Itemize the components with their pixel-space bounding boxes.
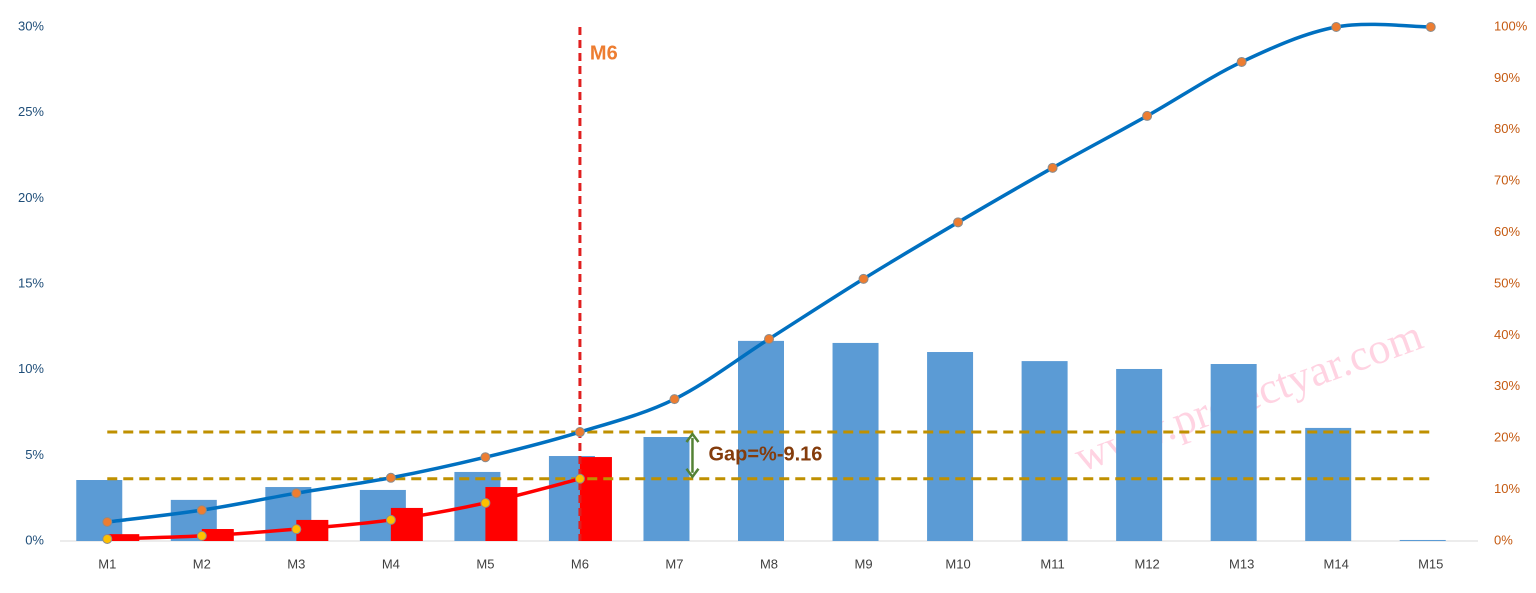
y-tick-label: 25% [18, 104, 44, 119]
x-tick-label: M13 [1229, 556, 1254, 571]
marker [291, 524, 302, 535]
annotation: M6 [590, 42, 618, 64]
y2-tick-label: 60% [1494, 224, 1520, 239]
y-tick-label: 10% [18, 361, 44, 376]
bar [1210, 364, 1257, 541]
y2-tick-label: 70% [1494, 173, 1520, 188]
marker [574, 473, 585, 484]
x-tick-label: M1 [98, 556, 116, 571]
y2-tick-label: 30% [1494, 378, 1520, 393]
x-tick-label: M12 [1134, 556, 1159, 571]
line [107, 477, 581, 541]
marker [1142, 110, 1153, 121]
x-tick-label: M14 [1324, 556, 1349, 571]
marker [1331, 22, 1342, 32]
marker [669, 394, 680, 405]
marker [102, 516, 113, 527]
gap-arrow-head [685, 431, 700, 443]
y2-tick-label: 90% [1494, 70, 1520, 85]
marker [480, 452, 491, 463]
x-tick-label: M3 [287, 556, 305, 571]
x-tick-label: M4 [382, 556, 400, 571]
bar [579, 457, 612, 541]
bar [296, 519, 329, 541]
y2-tick-label: 40% [1494, 327, 1520, 342]
bar [832, 342, 879, 541]
x-tick-label: M15 [1418, 556, 1443, 571]
x-tick-label: M6 [571, 556, 589, 571]
marker [385, 514, 396, 525]
marker [196, 530, 207, 541]
y-tick-label: 15% [18, 275, 44, 290]
bar [1021, 361, 1068, 541]
bar [390, 507, 423, 541]
marker [953, 217, 964, 228]
marker [858, 273, 869, 284]
gap-arrow-head [685, 468, 700, 479]
y2-tick-label: 100% [1494, 18, 1528, 33]
marker [291, 488, 302, 499]
x-tick-label: M11 [1040, 556, 1064, 571]
y2-tick-label: 10% [1494, 481, 1520, 496]
marker [1236, 56, 1247, 67]
line [107, 22, 1431, 524]
y-tick-label: 30% [18, 18, 44, 33]
x-tick-label: M9 [855, 556, 873, 571]
annotation: Gap=%-9.16 [708, 444, 822, 466]
x-tick-label: M8 [760, 556, 778, 571]
bar [738, 340, 784, 541]
bar [76, 480, 123, 541]
marker [480, 497, 491, 508]
x-tick-label: M5 [476, 556, 494, 571]
x-tick-label: M7 [665, 556, 683, 571]
marker [764, 333, 774, 344]
bar [1399, 539, 1446, 541]
marker [385, 472, 396, 483]
y-tick-label: 0% [25, 532, 44, 547]
x-tick-label: M2 [193, 556, 211, 571]
bar [1116, 368, 1163, 541]
y-tick-label: 5% [25, 447, 44, 462]
marker [102, 533, 113, 544]
x-tick-label: M10 [945, 556, 970, 571]
y2-tick-label: 0% [1494, 532, 1513, 547]
marker [574, 427, 585, 438]
marker [1047, 162, 1058, 173]
marker [1425, 22, 1436, 32]
y2-tick-label: 80% [1494, 121, 1520, 136]
y-tick-label: 20% [18, 190, 44, 205]
bar [1305, 427, 1352, 541]
marker [196, 505, 207, 516]
bar [927, 352, 974, 541]
y2-tick-label: 50% [1494, 275, 1520, 290]
y2-tick-label: 20% [1494, 430, 1520, 445]
bar [643, 437, 690, 541]
